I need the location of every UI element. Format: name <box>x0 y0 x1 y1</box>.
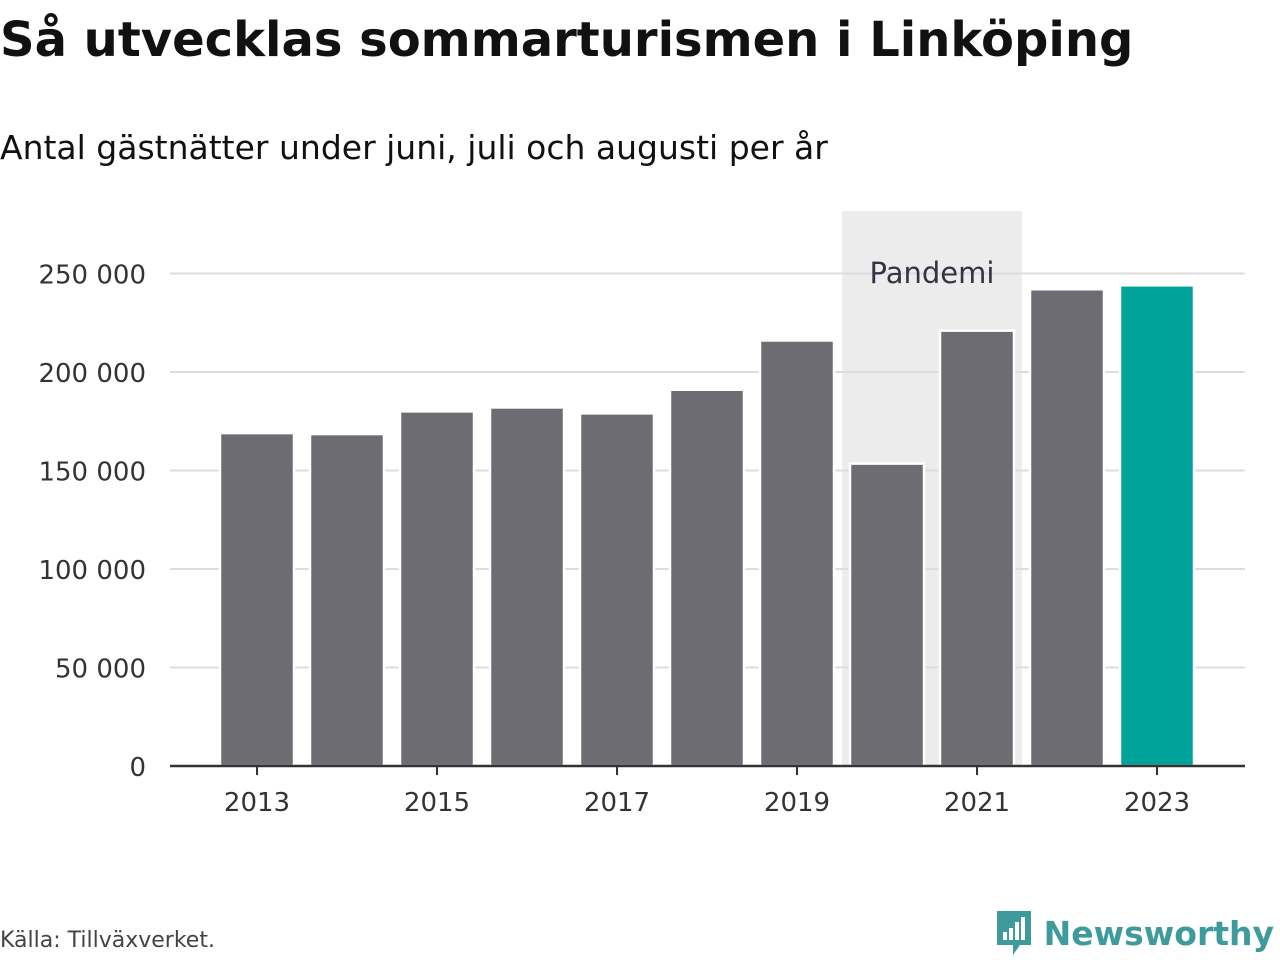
bar-2022 <box>1028 288 1106 768</box>
source-note: Källa: Tillväxverket. <box>0 928 215 953</box>
x-tick-label: 2015 <box>404 788 470 818</box>
bar-2018 <box>668 388 746 768</box>
y-tick-label: 0 <box>129 753 146 783</box>
bar-chart: Pandemi 0 50 000 100 000 150 000 200 000 250 0… <box>38 211 1245 818</box>
bar-2023 <box>1118 284 1196 768</box>
x-tick-label: 2021 <box>944 788 1010 818</box>
y-tick-label: 250 000 <box>38 261 146 291</box>
y-tick-label: 50 000 <box>55 655 146 685</box>
x-tick-label: 2017 <box>584 788 650 818</box>
chart-title: Så utvecklas sommarturismen i Linköping <box>0 12 1134 68</box>
x-tick-label: 2023 <box>1124 788 1190 818</box>
y-tick-label: 150 000 <box>38 458 146 488</box>
bar-2021 <box>938 329 1016 768</box>
x-tick-label: 2019 <box>764 788 830 818</box>
bar-2017 <box>578 412 656 768</box>
brand-logo: Newsworthy <box>994 906 1274 960</box>
brand-name: Newsworthy <box>1043 913 1274 953</box>
chart-subtitle: Antal gästnätter under juni, juli och au… <box>0 128 828 167</box>
x-tick-label: 2013 <box>224 788 290 818</box>
bar-2019 <box>758 339 836 768</box>
bar-2015 <box>398 410 476 768</box>
y-tick-label: 200 000 <box>38 359 146 389</box>
bar-2014 <box>308 432 386 768</box>
bar-2013 <box>218 431 296 768</box>
bar-chart-speech-bubble-icon <box>996 911 1031 955</box>
y-tick-label: 100 000 <box>38 556 146 586</box>
bar-2016 <box>488 406 566 768</box>
bar-2020 <box>848 462 926 768</box>
pandemic-label: Pandemi <box>870 256 995 290</box>
